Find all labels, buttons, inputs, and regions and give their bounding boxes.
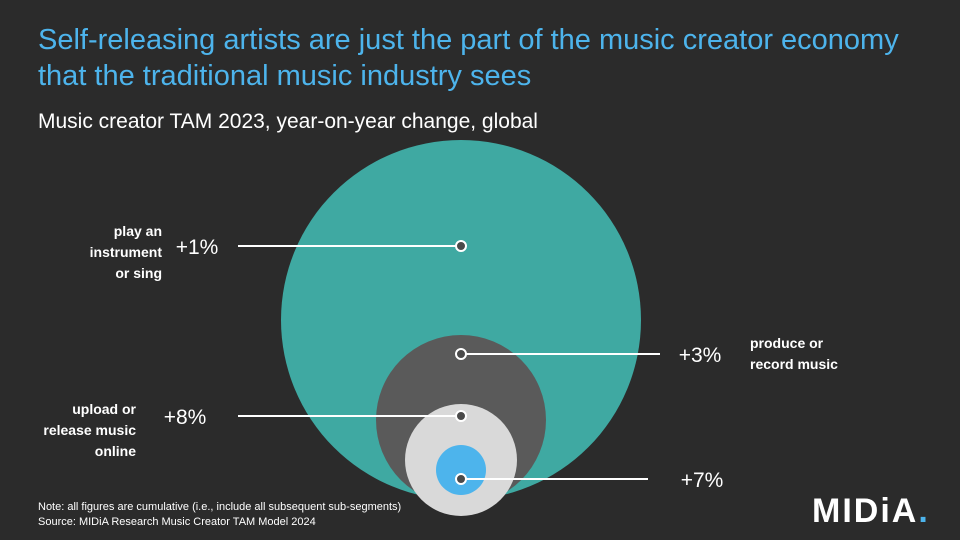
segment-bubble-0 [281, 140, 641, 500]
segment-label-2-1: release music [43, 422, 136, 438]
value-label-1: +3% [679, 344, 722, 367]
note-text: Note: all figures are cumulative (i.e., … [38, 501, 402, 513]
footnote: Note: all figures are cumulative (i.e., … [38, 500, 401, 530]
source-text: Source: MIDiA Research Music Creator TAM… [38, 516, 316, 528]
marker-dot-0 [455, 240, 467, 252]
midia-logo: MIDiA. [812, 492, 930, 531]
segment-label-0-2: or sing [115, 265, 162, 281]
chart-subtitle: Music creator TAM 2023, year-on-year cha… [38, 110, 538, 133]
value-label-3: +7% [681, 469, 724, 492]
segment-label-1-1: record music [750, 356, 838, 372]
logo-dot: . [918, 492, 930, 530]
chart-title: Self-releasing artists are just the part… [38, 24, 899, 92]
segment-label-2-2: online [95, 443, 136, 459]
marker-dot-1 [455, 348, 467, 360]
segment-label-0-1: instrument [90, 244, 163, 260]
marker-dot-2 [455, 410, 467, 422]
logo-text: MIDiA [812, 492, 919, 530]
marker-dot-3 [455, 473, 467, 485]
segment-label-2-0: upload or [72, 401, 136, 417]
value-label-2: +8% [164, 406, 207, 429]
segment-label-1-0: produce or [750, 335, 824, 351]
value-label-0: +1% [176, 236, 219, 259]
segment-label-0-0: play an [114, 223, 162, 239]
segment-bubble-3 [436, 445, 486, 495]
